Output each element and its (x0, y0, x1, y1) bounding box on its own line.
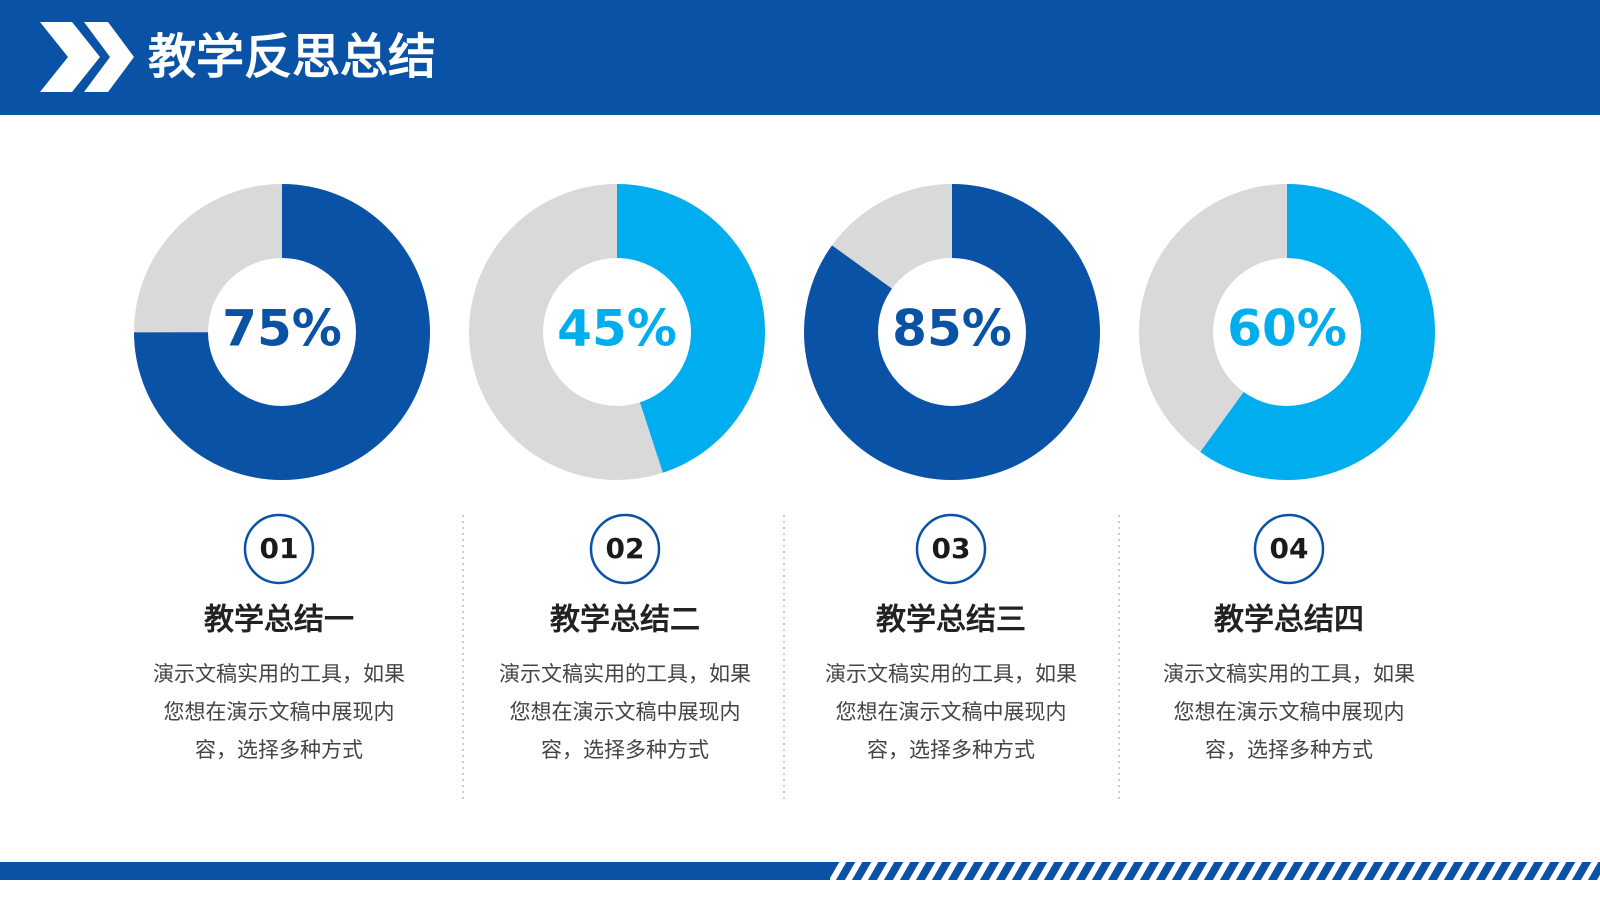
item-text: 容，选择多种方式 (1205, 738, 1373, 762)
percent-label: 45% (557, 300, 677, 358)
item-text: 演示文稿实用的工具，如果 (1163, 662, 1415, 686)
item-text: 您想在演示文稿中展现内 (164, 700, 395, 724)
item-text: 容，选择多种方式 (195, 738, 363, 762)
item-text: 您想在演示文稿中展现内 (1174, 700, 1405, 724)
percent-label: 60% (1227, 300, 1347, 358)
donut-arc (804, 184, 1100, 480)
item-text: 演示文稿实用的工具，如果 (825, 662, 1077, 686)
item-heading: 教学总结二 (550, 603, 700, 638)
number-badge (589, 513, 661, 585)
donut-arc (134, 184, 430, 480)
item-text: 您想在演示文稿中展现内 (836, 700, 1067, 724)
item-number: 01 (260, 532, 299, 565)
header-bar (0, 0, 1600, 115)
item-heading: 教学总结四 (1214, 603, 1364, 638)
item-text: 演示文稿实用的工具，如果 (499, 662, 751, 686)
number-badge (243, 513, 315, 585)
item-text: 您想在演示文稿中展现内 (510, 700, 741, 724)
number-badge (1253, 513, 1325, 585)
slide-title: 教学反思总结 (148, 29, 436, 85)
item-text: 容，选择多种方式 (541, 738, 709, 762)
footer-stripes (830, 862, 1600, 880)
item-number: 03 (932, 532, 971, 565)
item-number: 04 (1270, 532, 1309, 565)
percent-label: 75% (222, 300, 342, 358)
number-badge (915, 513, 987, 585)
item-number: 02 (606, 532, 645, 565)
item-heading: 教学总结三 (876, 603, 1026, 638)
donut-arc (1139, 184, 1435, 480)
item-text: 容，选择多种方式 (867, 738, 1035, 762)
chevron (40, 22, 100, 92)
footer-bar (0, 862, 830, 880)
percent-label: 85% (892, 300, 1012, 358)
item-heading: 教学总结一 (204, 603, 354, 638)
item-text: 演示文稿实用的工具，如果 (153, 662, 405, 686)
chevron (84, 22, 134, 92)
donut-arc (469, 184, 765, 480)
